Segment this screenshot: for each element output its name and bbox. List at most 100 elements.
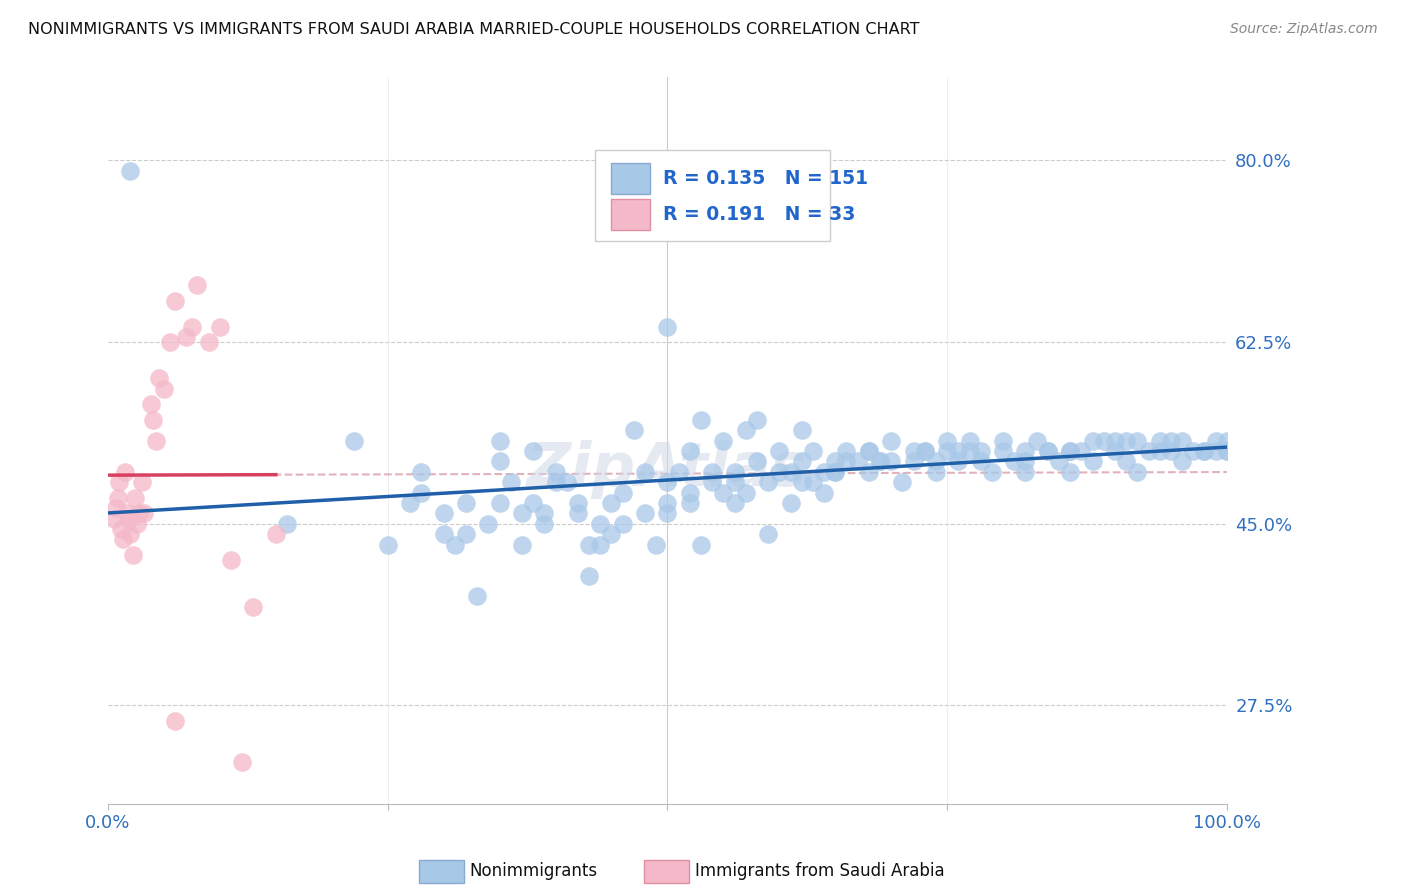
Point [801,475,824,490]
Point [567,507,589,521]
Point [970,454,993,468]
Point [1081,434,1104,448]
Point [131,475,153,490]
Point [121,548,143,562]
Point [711,434,734,448]
Point [1014,444,1036,458]
Point [578,537,600,551]
Point [858,444,880,458]
Point [801,444,824,458]
Point [153,382,176,396]
Point [411,485,433,500]
Point [768,444,790,458]
Point [668,465,690,479]
Point [1160,444,1182,458]
Point [991,444,1014,458]
Point [925,465,948,479]
Text: Immigrants from Saudi Arabia: Immigrants from Saudi Arabia [695,863,945,880]
Point [623,423,645,437]
Text: R = 0.135   N = 151: R = 0.135 N = 151 [664,169,868,188]
Point [936,434,959,448]
Point [477,516,499,531]
Point [790,423,813,437]
Point [991,434,1014,448]
Point [1149,444,1171,458]
Point [858,444,880,458]
Point [120,527,142,541]
Text: Source: ZipAtlas.com: Source: ZipAtlas.com [1230,22,1378,37]
Point [510,507,533,521]
Point [903,444,925,458]
Point [578,568,600,582]
Point [1092,434,1115,448]
Point [533,516,555,531]
Point [176,330,198,344]
Point [779,465,801,479]
Point [1059,444,1081,458]
Point [1182,444,1205,458]
Point [723,496,745,510]
Point [488,454,510,468]
Point [132,507,155,521]
Point [111,533,134,547]
Point [835,454,858,468]
Point [454,527,477,541]
Point [411,465,433,479]
Point [110,522,132,536]
Point [103,511,125,525]
Point [745,413,768,427]
FancyBboxPatch shape [612,163,650,194]
Point [880,434,903,448]
Point [454,496,477,510]
Point [657,496,679,510]
Point [139,397,162,411]
Point [104,501,127,516]
Point [522,496,544,510]
Point [948,444,970,458]
Point [756,475,779,490]
Point [813,465,835,479]
Point [768,465,790,479]
Point [846,454,869,468]
Point [522,444,544,458]
Point [657,507,679,521]
Point [488,496,510,510]
Point [959,444,981,458]
Point [891,475,914,490]
Point [1126,465,1149,479]
Point [612,516,634,531]
Point [589,516,612,531]
Point [824,454,846,468]
Point [555,475,578,490]
Point [723,465,745,479]
Point [914,444,936,458]
Point [1216,444,1239,458]
Point [824,465,846,479]
Point [107,491,129,505]
Point [959,434,981,448]
Point [533,507,555,521]
Point [1126,434,1149,448]
Point [1070,444,1092,458]
Point [180,319,202,334]
Point [120,164,142,178]
Point [813,485,835,500]
Point [1014,454,1036,468]
Point [1194,444,1216,458]
Point [433,507,456,521]
Point [600,527,623,541]
Point [1160,434,1182,448]
Point [1081,454,1104,468]
Text: ZipAtlas: ZipAtlas [527,441,808,500]
Point [980,465,1002,479]
Point [970,444,993,458]
Point [645,537,668,551]
Point [208,319,231,334]
Point [679,485,702,500]
Point [1216,444,1239,458]
Point [702,465,724,479]
Point [634,507,657,521]
Point [925,454,948,468]
Point [242,599,264,614]
Point [465,590,488,604]
